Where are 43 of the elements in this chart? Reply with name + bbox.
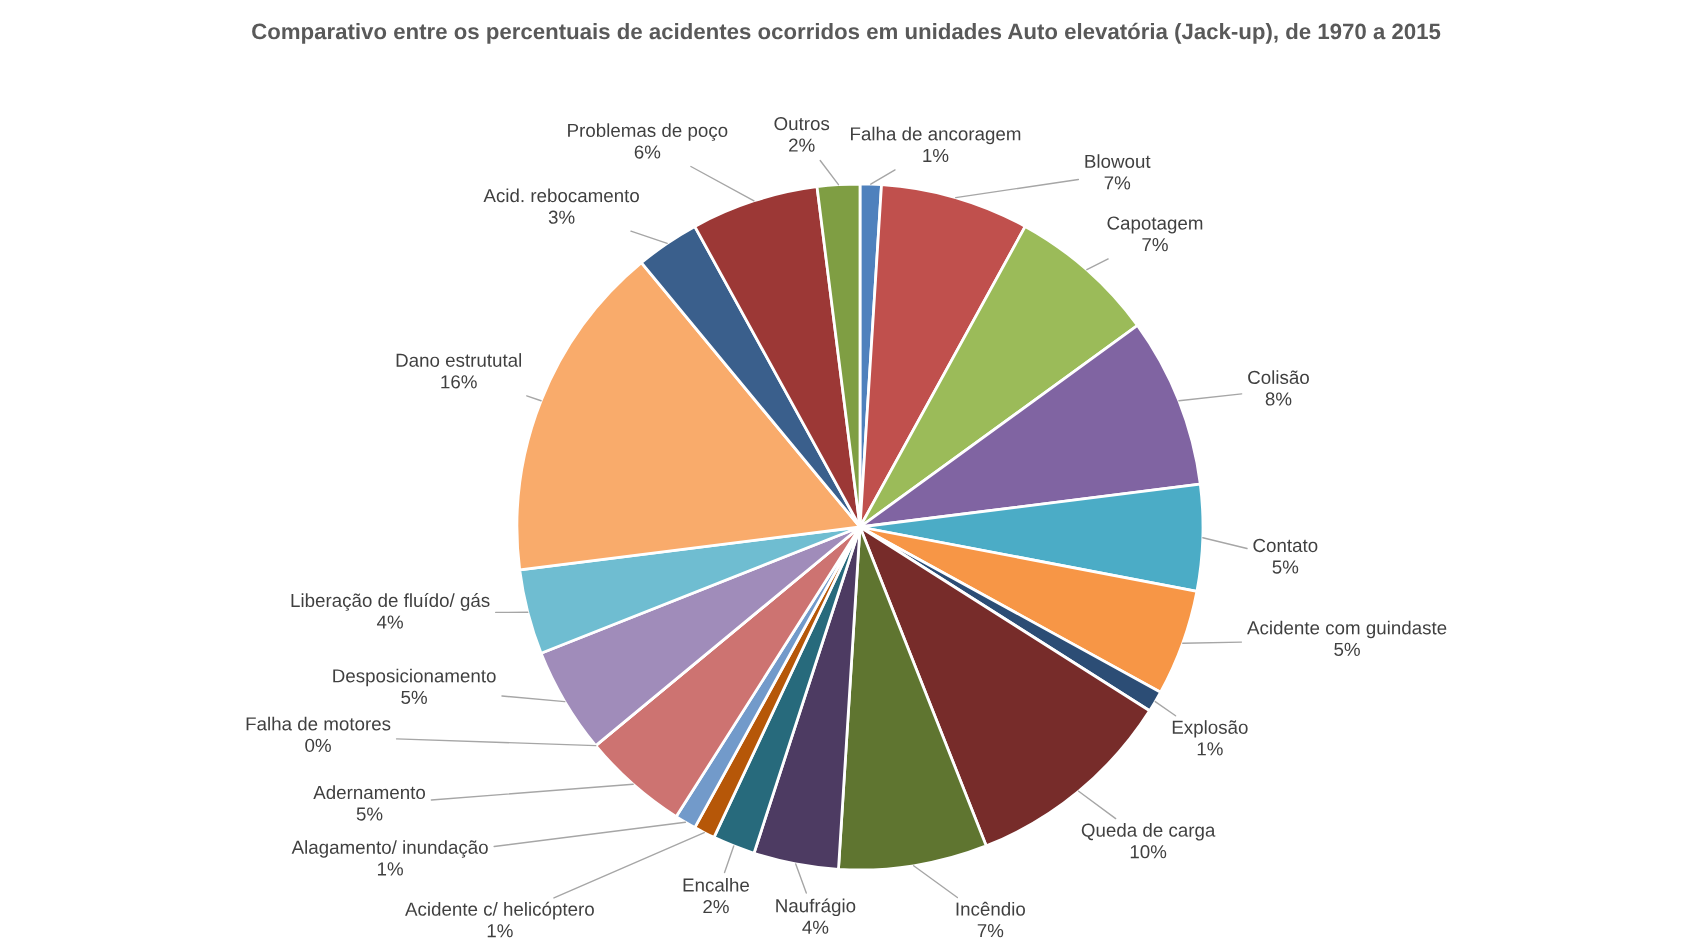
data-label: 5% bbox=[356, 807, 383, 821]
data-label: 5% bbox=[1334, 642, 1360, 656]
slice-label: Colisão bbox=[1248, 370, 1309, 385]
data-label: 10% bbox=[1130, 845, 1167, 859]
data-label: 16% bbox=[441, 375, 477, 389]
slice-label: Liberação de fluído/ gás bbox=[291, 593, 490, 611]
slice-label: Adernamento bbox=[313, 785, 426, 800]
data-label: 7% bbox=[1142, 238, 1168, 252]
slice-label: Incêndio bbox=[956, 901, 1025, 916]
slice-label: Queda de carga bbox=[1081, 823, 1216, 841]
slice-label: Alagamento/ inundação bbox=[291, 840, 488, 858]
slice-label: Acid. rebocamento bbox=[483, 188, 639, 203]
slice-label: Desposicionamento bbox=[333, 668, 496, 687]
data-label: 6% bbox=[634, 145, 661, 159]
slice-label: Naufrágio bbox=[776, 898, 856, 917]
data-label: 7% bbox=[977, 924, 1004, 938]
data-label: 2% bbox=[789, 138, 815, 152]
slice-label: Problemas de poço bbox=[568, 123, 728, 141]
slice-label: Acidente c/ helicóptero bbox=[405, 901, 594, 920]
slice-label: Falha de ancoragem bbox=[851, 126, 1021, 145]
slice-label: Dano estrututal bbox=[396, 353, 522, 367]
slice-label: Outros bbox=[774, 116, 830, 131]
chart-title: Comparativo entre os percentuais de acidentes ocorridos em unidades Auto elevatória (Jack-up), de 1970 a 2015 bbox=[252, 22, 1441, 44]
data-label: 1% bbox=[923, 148, 949, 163]
category-label: Falha de motores bbox=[246, 716, 391, 731]
text: 0% bbox=[305, 738, 331, 753]
data-label: 1% bbox=[1197, 742, 1223, 756]
slice-label: Contato bbox=[1253, 538, 1318, 553]
data-label: 1% bbox=[487, 924, 513, 938]
data-label: 5% bbox=[401, 690, 427, 705]
data-label: 3% bbox=[548, 210, 575, 224]
data-label: 2% bbox=[703, 899, 729, 914]
slice-label: Capotagem bbox=[1107, 216, 1203, 234]
data-label: 1% bbox=[377, 862, 403, 876]
slice-label: Acidente com guindaste bbox=[1247, 620, 1447, 639]
data-label: 7% bbox=[1104, 176, 1131, 190]
slice-label: Encalhe bbox=[683, 877, 749, 892]
data-label: 4% bbox=[802, 920, 829, 934]
slice-label: Explosão bbox=[1172, 720, 1248, 738]
data-label: 4% bbox=[376, 615, 403, 629]
slice-label: Blowout bbox=[1085, 154, 1151, 168]
data-label: 8% bbox=[1265, 392, 1292, 406]
data-label: 5% bbox=[1272, 560, 1299, 574]
